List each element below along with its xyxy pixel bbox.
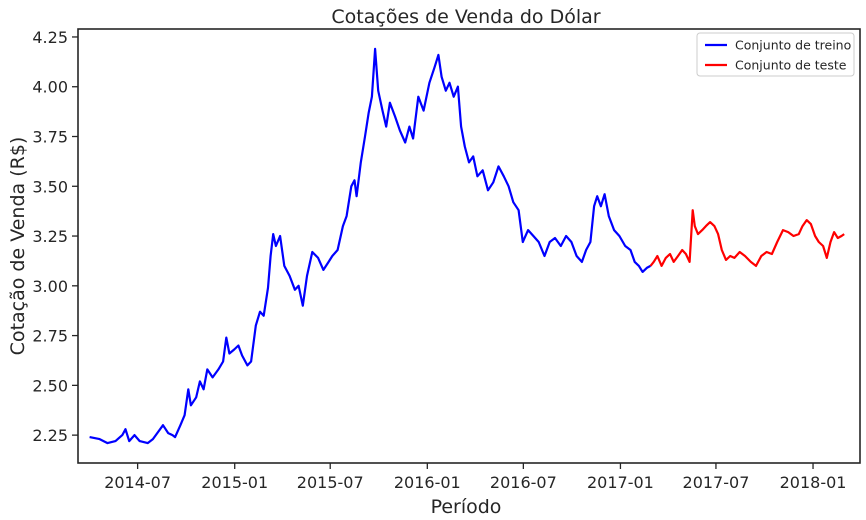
y-tick-label: 4.00 <box>32 78 68 97</box>
chart-title: Cotações de Venda do Dólar <box>331 6 600 28</box>
y-tick-label: 2.50 <box>32 376 68 395</box>
y-tick-label: 3.75 <box>32 128 68 147</box>
x-tick-label: 2015-07 <box>297 473 364 492</box>
legend-label: Conjunto de teste <box>735 58 847 73</box>
plot-frame <box>77 28 861 464</box>
y-axis-title: Cotação de Venda (R$) <box>7 137 29 356</box>
x-tick-label: 2014-07 <box>104 473 171 492</box>
x-axis: 2014-07 2015-01 2015-07 2016-01 2016-07 2017-… <box>104 463 846 492</box>
y-axis: 2.25 2.50 2.75 3.00 3.25 3.50 3.75 4.00 4.25 <box>32 28 78 445</box>
series-layer <box>89 47 845 445</box>
y-tick-label: 2.75 <box>32 327 68 346</box>
x-tick-label: 2015-01 <box>201 473 268 492</box>
x-tick-label: 2018-01 <box>780 473 847 492</box>
y-tick-label: 4.25 <box>32 28 68 47</box>
x-tick-label: 2016-01 <box>394 473 461 492</box>
y-tick-label: 3.50 <box>32 177 68 196</box>
legend: Conjunto de treino Conjunto de teste <box>696 32 855 77</box>
x-axis-title: Período <box>431 496 502 518</box>
y-tick-label: 3.25 <box>32 227 68 246</box>
y-tick-label: 2.25 <box>32 426 68 445</box>
x-tick-label: 2016-07 <box>490 473 557 492</box>
series-line-treino <box>89 47 652 445</box>
y-tick-label: 3.00 <box>32 277 68 296</box>
legend-box <box>696 32 855 77</box>
x-tick-label: 2017-07 <box>683 473 750 492</box>
series-line-teste <box>649 209 845 267</box>
legend-label: Conjunto de treino <box>735 38 851 53</box>
x-tick-label: 2017-01 <box>587 473 654 492</box>
